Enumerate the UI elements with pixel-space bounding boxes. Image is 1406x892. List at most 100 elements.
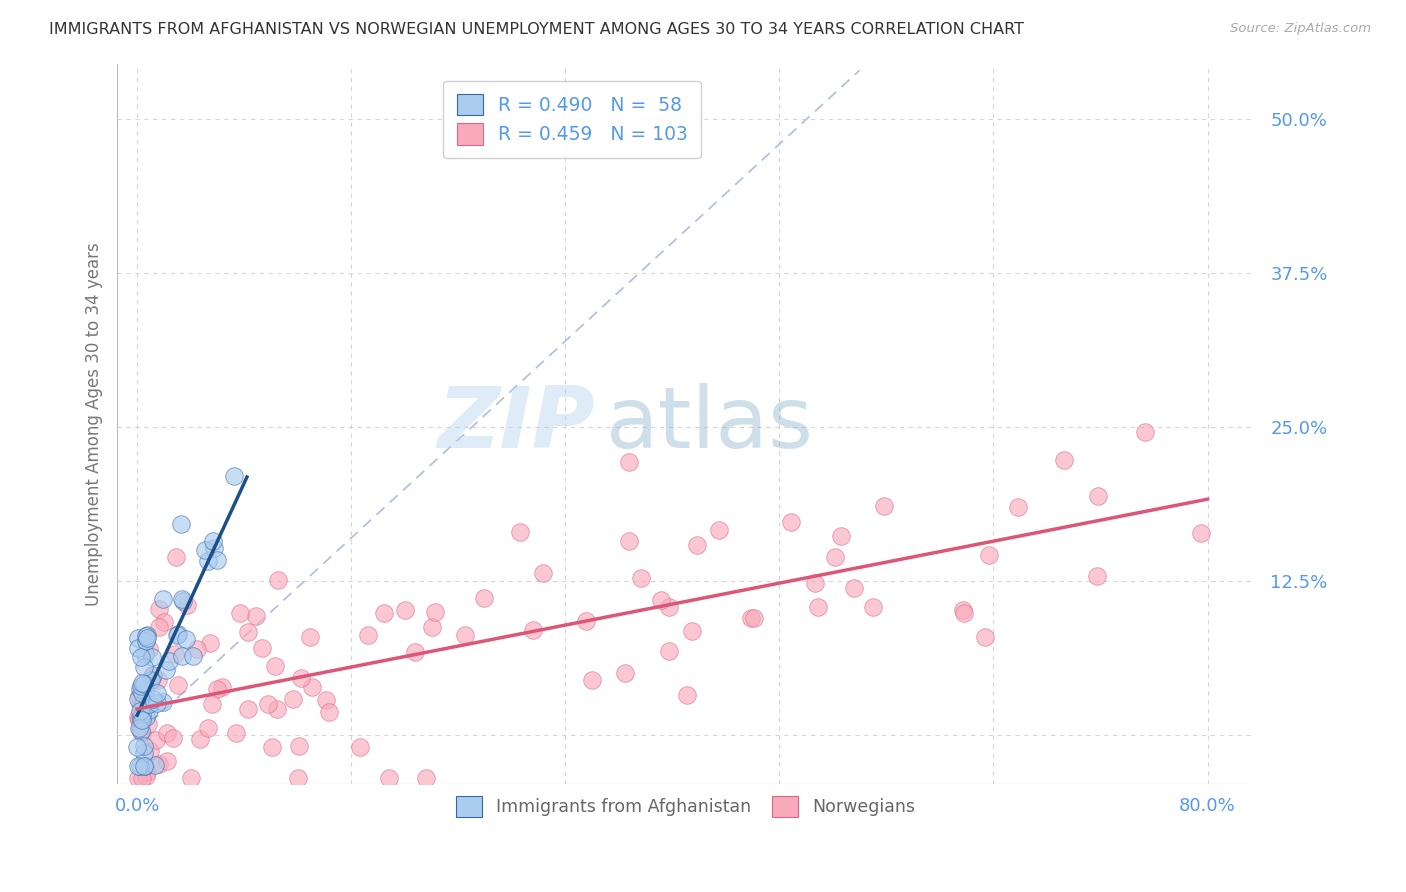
Point: [686, 538, 709, 552]
Point: [522, 624, 544, 638]
Point: [170, 592, 193, 607]
Point: [804, 576, 827, 591]
Point: [134, 758, 156, 772]
Point: [176, 632, 198, 646]
Point: [952, 603, 974, 617]
Point: [862, 599, 884, 614]
Point: [236, 702, 259, 716]
Point: [180, 771, 202, 785]
Point: [128, 713, 150, 727]
Point: [404, 645, 426, 659]
Point: [281, 692, 304, 706]
Point: [163, 647, 186, 661]
Point: [197, 554, 219, 568]
Point: [977, 549, 1000, 563]
Point: [287, 771, 309, 785]
Point: [844, 582, 866, 596]
Point: [166, 627, 188, 641]
Point: [194, 542, 217, 557]
Point: [205, 553, 228, 567]
Point: [129, 712, 152, 726]
Point: [127, 640, 149, 655]
Point: [264, 659, 287, 673]
Point: [675, 688, 697, 702]
Point: [425, 605, 447, 619]
Point: [581, 673, 603, 687]
Point: [157, 654, 180, 668]
Point: [299, 630, 322, 644]
Text: ZIP: ZIP: [437, 383, 595, 466]
Point: [619, 455, 641, 469]
Point: [141, 669, 163, 683]
Point: [1053, 453, 1076, 467]
Text: IMMIGRANTS FROM AFGHANISTAN VS NORWEGIAN UNEMPLOYMENT AMONG AGES 30 TO 34 YEARS : IMMIGRANTS FROM AFGHANISTAN VS NORWEGIAN…: [49, 22, 1024, 37]
Point: [135, 765, 157, 780]
Point: [132, 677, 155, 691]
Point: [128, 721, 150, 735]
Point: [420, 620, 443, 634]
Point: [245, 609, 267, 624]
Point: [830, 529, 852, 543]
Point: [152, 591, 174, 606]
Point: [181, 648, 204, 663]
Point: [779, 515, 801, 529]
Point: [172, 648, 194, 663]
Point: [152, 695, 174, 709]
Point: [134, 739, 156, 754]
Legend: Immigrants from Afghanistan, Norwegians: Immigrants from Afghanistan, Norwegians: [447, 788, 924, 826]
Point: [128, 681, 150, 696]
Point: [202, 534, 225, 549]
Point: [188, 732, 211, 747]
Point: [128, 690, 150, 704]
Text: Source: ZipAtlas.com: Source: ZipAtlas.com: [1230, 22, 1371, 36]
Point: [824, 549, 846, 564]
Point: [373, 606, 395, 620]
Point: [394, 603, 416, 617]
Point: [531, 566, 554, 580]
Point: [742, 611, 765, 625]
Point: [630, 571, 652, 585]
Point: [165, 549, 187, 564]
Point: [288, 739, 311, 753]
Point: [1085, 569, 1108, 583]
Point: [127, 739, 149, 754]
Point: [707, 523, 730, 537]
Point: [132, 746, 155, 760]
Point: [658, 599, 681, 614]
Point: [614, 665, 637, 680]
Point: [658, 643, 681, 657]
Point: [176, 598, 198, 612]
Point: [148, 620, 170, 634]
Point: [143, 757, 166, 772]
Point: [250, 640, 273, 655]
Point: [201, 697, 224, 711]
Point: [138, 695, 160, 709]
Point: [619, 533, 641, 548]
Point: [260, 740, 283, 755]
Point: [472, 591, 495, 605]
Point: [1189, 525, 1212, 540]
Point: [148, 673, 170, 687]
Point: [202, 541, 225, 555]
Point: [953, 606, 976, 620]
Point: [135, 769, 157, 783]
Point: [172, 594, 194, 608]
Point: [575, 614, 598, 628]
Point: [131, 708, 153, 723]
Point: [131, 675, 153, 690]
Point: [257, 698, 280, 712]
Point: [156, 726, 179, 740]
Point: [315, 693, 337, 707]
Point: [148, 756, 170, 771]
Point: [129, 650, 152, 665]
Point: [1007, 500, 1029, 515]
Point: [135, 629, 157, 643]
Point: [229, 606, 252, 620]
Point: [145, 686, 167, 700]
Point: [127, 758, 149, 772]
Point: [211, 680, 233, 694]
Point: [236, 625, 259, 640]
Point: [135, 634, 157, 648]
Point: [318, 705, 340, 719]
Point: [807, 600, 830, 615]
